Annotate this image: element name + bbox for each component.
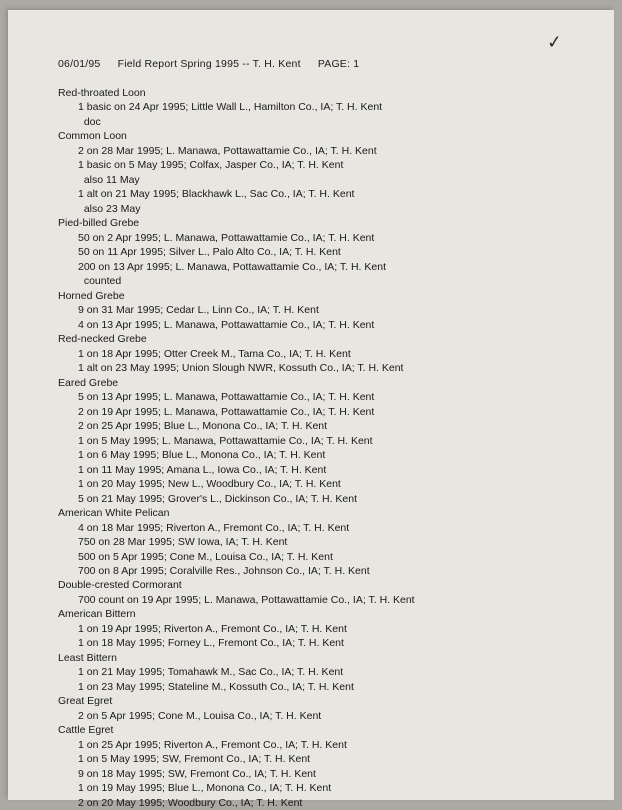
document-page: ✓ 06/01/95 Field Report Spring 1995 -- T…	[8, 10, 614, 800]
observation-line: 9 on 18 May 1995; SW, Fremont Co., IA; T…	[78, 767, 576, 781]
observation-line: 1 on 20 May 1995; New L., Woodbury Co., …	[78, 477, 576, 491]
observation-line: 4 on 13 Apr 1995; L. Manawa, Pottawattam…	[78, 318, 576, 332]
observation-line: 1 alt on 23 May 1995; Union Slough NWR, …	[78, 361, 576, 375]
observation-line: 500 on 5 Apr 1995; Cone M., Louisa Co., …	[78, 550, 576, 564]
observation-line: 700 count on 19 Apr 1995; L. Manawa, Pot…	[78, 593, 576, 607]
species-name: Great Egret	[58, 694, 576, 708]
observation-line: 1 on 25 Apr 1995; Riverton A., Fremont C…	[78, 738, 576, 752]
observation-line: 1 on 21 May 1995; Tomahawk M., Sac Co., …	[78, 665, 576, 679]
species-name: American Bittern	[58, 607, 576, 621]
observation-line: 50 on 11 Apr 1995; Silver L., Palo Alto …	[78, 245, 576, 259]
observation-line: 1 basic on 5 May 1995; Colfax, Jasper Co…	[78, 158, 576, 187]
species-name: Common Loon	[58, 129, 576, 143]
species-name: Red-necked Grebe	[58, 332, 576, 346]
header-date: 06/01/95	[58, 58, 100, 70]
header-title: Field Report Spring 1995 -- T. H. Kent	[118, 58, 301, 70]
page-header: 06/01/95 Field Report Spring 1995 -- T. …	[58, 58, 576, 70]
observation-line: 1 on 5 May 1995; L. Manawa, Pottawattami…	[78, 434, 576, 448]
species-name: American White Pelican	[58, 506, 576, 520]
species-name: Double-crested Cormorant	[58, 578, 576, 592]
species-name: Least Bittern	[58, 651, 576, 665]
observation-line: 750 on 28 Mar 1995; SW Iowa, IA; T. H. K…	[78, 535, 576, 549]
species-name: Cattle Egret	[58, 723, 576, 737]
observation-line: 5 on 13 Apr 1995; L. Manawa, Pottawattam…	[78, 390, 576, 404]
observation-line: 1 basic on 24 Apr 1995; Little Wall L., …	[78, 100, 576, 129]
observation-line: 4 on 18 Mar 1995; Riverton A., Fremont C…	[78, 521, 576, 535]
observation-line: 1 on 19 Apr 1995; Riverton A., Fremont C…	[78, 622, 576, 636]
species-name: Horned Grebe	[58, 289, 576, 303]
observation-line: 2 on 20 May 1995; Woodbury Co., IA; T. H…	[78, 796, 576, 810]
observation-line: 2 on 25 Apr 1995; Blue L., Monona Co., I…	[78, 419, 576, 433]
checkmark-annotation: ✓	[546, 31, 563, 53]
observation-line: 50 on 2 Apr 1995; L. Manawa, Pottawattam…	[78, 231, 576, 245]
observation-line: 1 on 11 May 1995; Amana L., Iowa Co., IA…	[78, 463, 576, 477]
species-name: Red-throated Loon	[58, 86, 576, 100]
observation-line: 2 on 19 Apr 1995; L. Manawa, Pottawattam…	[78, 405, 576, 419]
observation-line: 1 on 5 May 1995; SW, Fremont Co., IA; T.…	[78, 752, 576, 766]
observation-line: 1 on 19 May 1995; Blue L., Monona Co., I…	[78, 781, 576, 795]
header-page: PAGE: 1	[318, 58, 359, 70]
species-name: Pied-billed Grebe	[58, 216, 576, 230]
observation-line: 1 on 18 Apr 1995; Otter Creek M., Tama C…	[78, 347, 576, 361]
observation-line: 1 alt on 21 May 1995; Blackhawk L., Sac …	[78, 187, 576, 216]
observation-line: 2 on 28 Mar 1995; L. Manawa, Pottawattam…	[78, 144, 576, 158]
observation-line: 2 on 5 Apr 1995; Cone M., Louisa Co., IA…	[78, 709, 576, 723]
observation-line: 1 on 18 May 1995; Forney L., Fremont Co.…	[78, 636, 576, 650]
records-container: Red-throated Loon1 basic on 24 Apr 1995;…	[58, 86, 576, 810]
species-name: Eared Grebe	[58, 376, 576, 390]
observation-line: 200 on 13 Apr 1995; L. Manawa, Pottawatt…	[78, 260, 576, 289]
observation-line: 5 on 21 May 1995; Grover's L., Dickinson…	[78, 492, 576, 506]
observation-line: 700 on 8 Apr 1995; Coralville Res., John…	[78, 564, 576, 578]
observation-line: 1 on 23 May 1995; Stateline M., Kossuth …	[78, 680, 576, 694]
observation-line: 1 on 6 May 1995; Blue L., Monona Co., IA…	[78, 448, 576, 462]
observation-line: 9 on 31 Mar 1995; Cedar L., Linn Co., IA…	[78, 303, 576, 317]
